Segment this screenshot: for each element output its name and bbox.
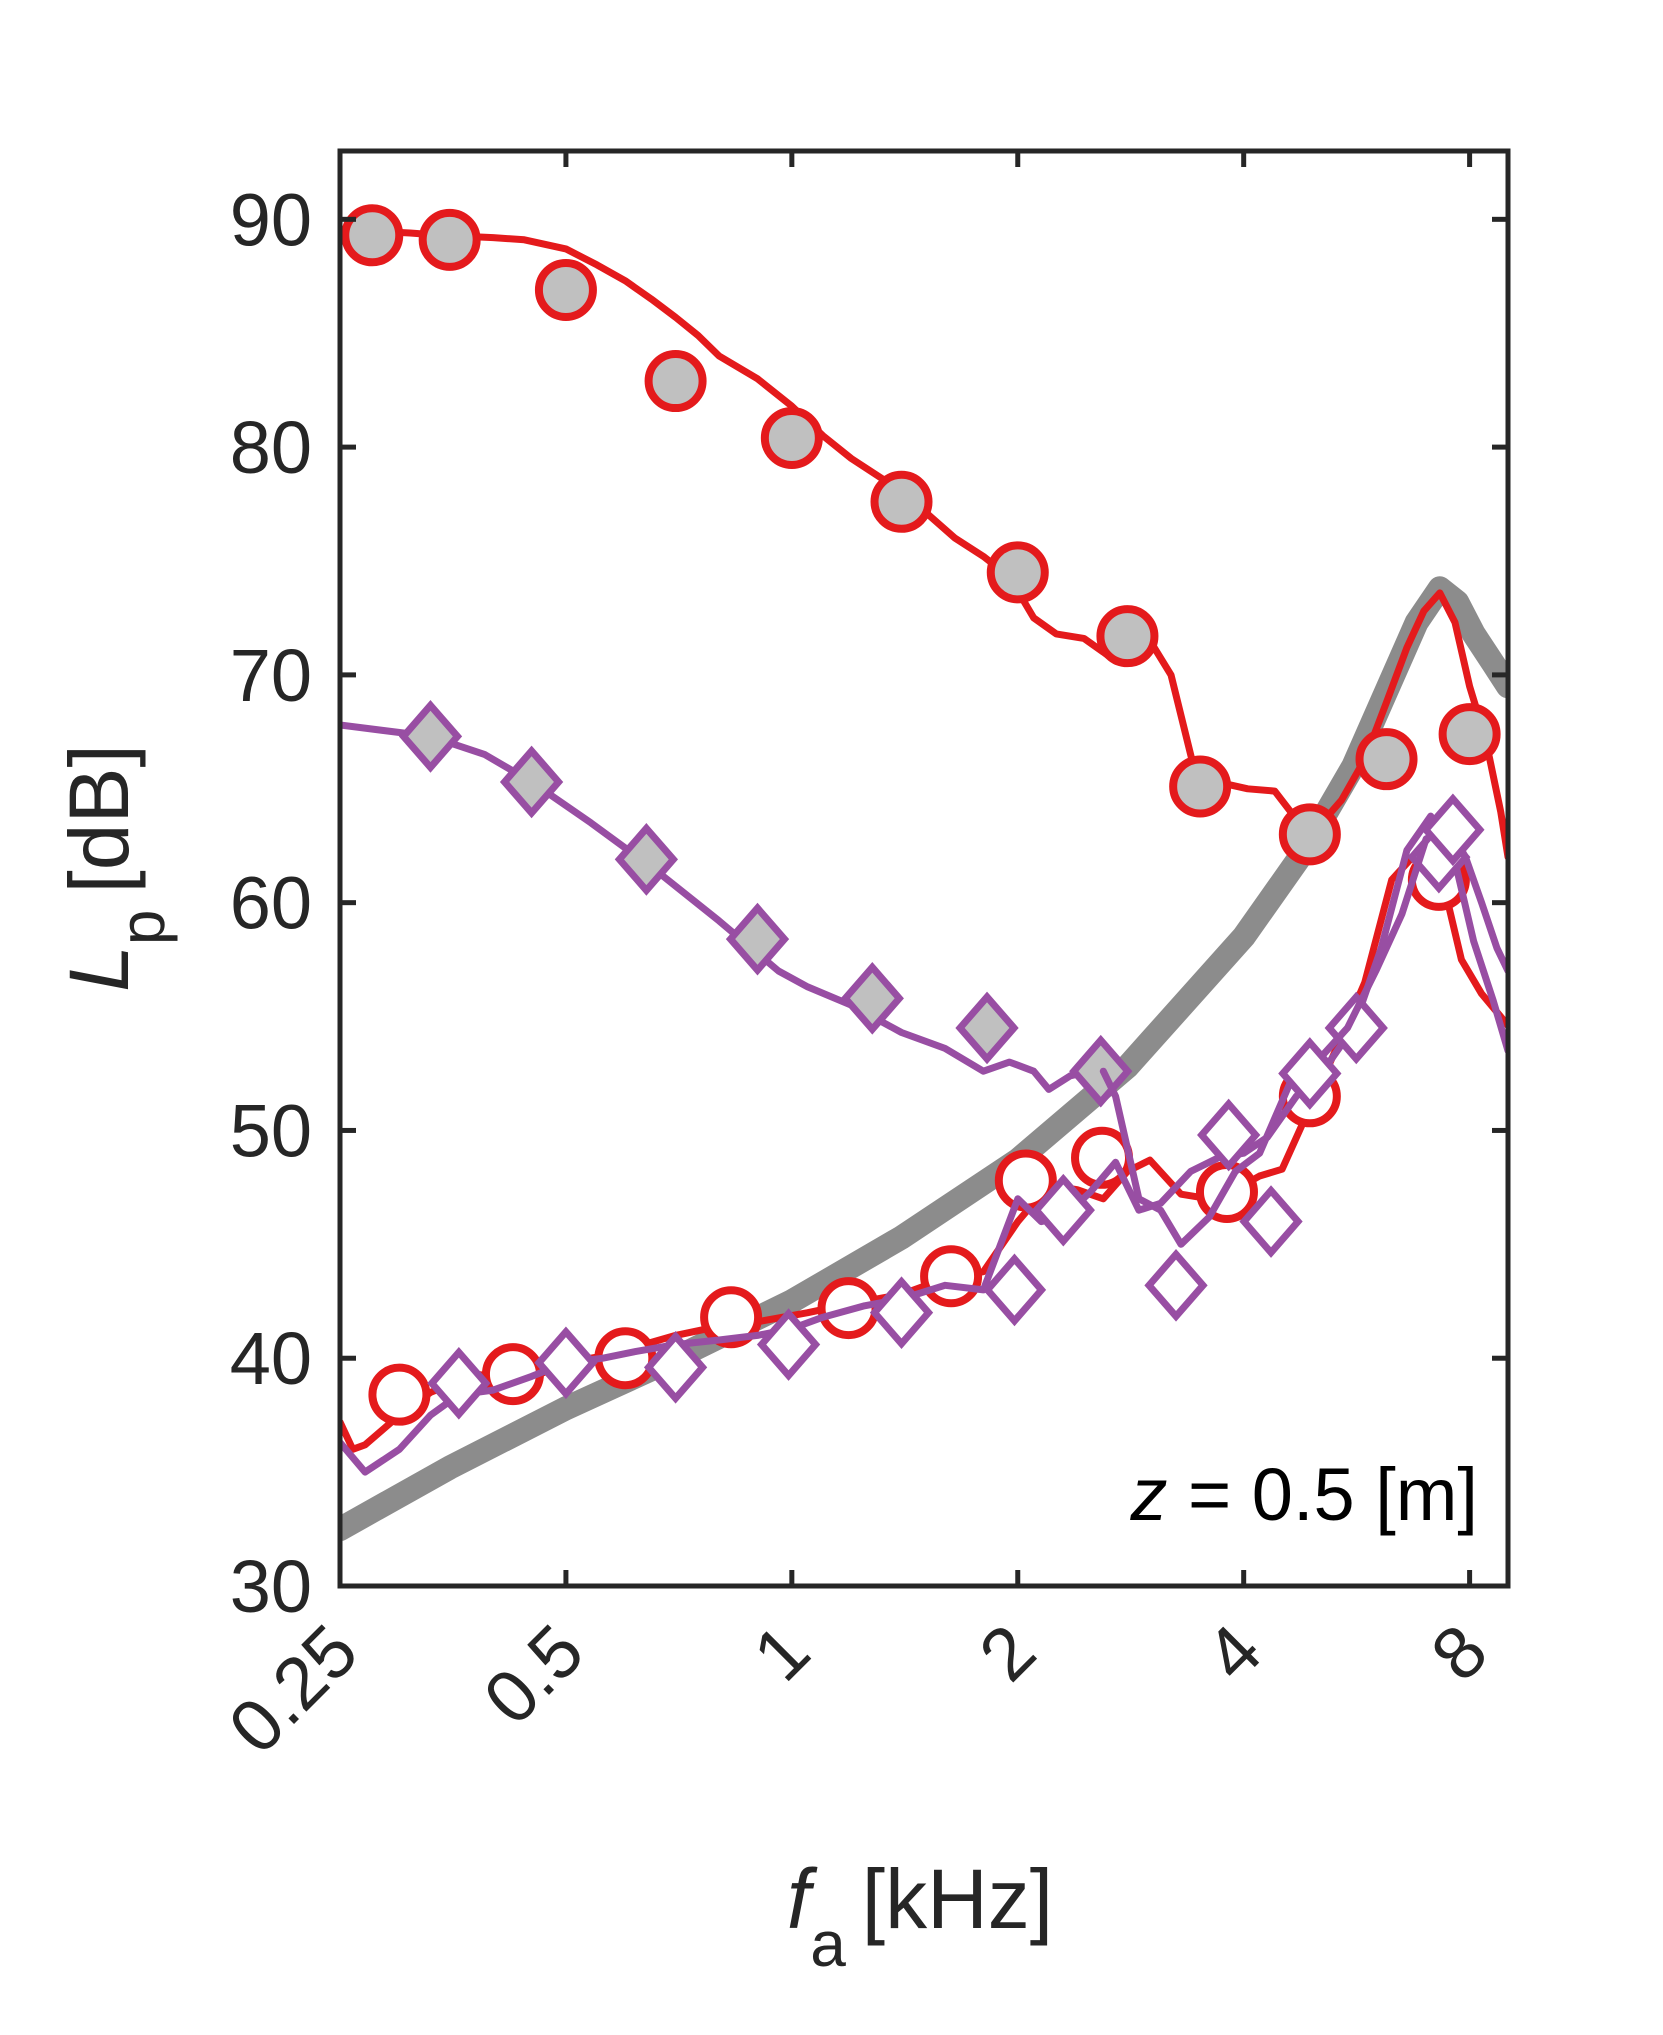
y-tick-label-1: 40 [230, 1317, 312, 1400]
series-1-marker-7 [1096, 605, 1159, 668]
series-2-marker-5 [955, 991, 1019, 1065]
series-2-marker-3 [725, 902, 790, 976]
series-1-marker-9 [1278, 803, 1341, 866]
series-4-marker-6 [1031, 1173, 1095, 1247]
y-axis-label-sub: p [106, 910, 178, 946]
series-1-marker-10 [1355, 728, 1418, 791]
series-5-marker-2 [1421, 793, 1485, 867]
series-1-marker-5 [870, 470, 933, 533]
y-tick-label-6: 90 [230, 178, 312, 261]
series-1-marker-0 [341, 204, 404, 267]
y-axis-label-unit: [dB] [52, 744, 146, 893]
series-2-marker-4 [840, 962, 904, 1035]
series-5 [1099, 793, 1508, 1248]
plot-background [340, 151, 1508, 1586]
series-4-marker-4 [869, 1276, 934, 1349]
series-2-marker-0 [398, 700, 463, 773]
x-tick-label-0: 0.25 [213, 1609, 374, 1770]
series-layer [340, 151, 1508, 1586]
series-4-marker-5 [982, 1253, 1047, 1327]
annotation-z: z = 0.5 [m] [1129, 1453, 1478, 1536]
series-1-marker-11 [1438, 703, 1501, 766]
annotation-text: = 0.5 [m] [1167, 1453, 1478, 1536]
x-axis-label: fa [kHz] [787, 1852, 1053, 1980]
series-2-marker-1 [499, 745, 564, 819]
y-tick-label-4: 70 [230, 634, 312, 717]
series-1-marker-2 [534, 258, 597, 321]
y-axis-label: Lp [dB] [52, 744, 178, 992]
series-1 [340, 204, 1508, 866]
y-tick-label-0: 30 [230, 1545, 312, 1628]
x-tick-label-2: 1 [737, 1609, 825, 1697]
x-tick-label-3: 2 [963, 1609, 1051, 1697]
series-1-marker-1 [418, 208, 481, 271]
series-2-marker-2 [614, 823, 679, 896]
series-4-marker-7 [1144, 1249, 1208, 1322]
series-4-marker-2 [643, 1331, 708, 1404]
series-3-marker-0 [368, 1363, 431, 1426]
x-tick-label-1: 0.5 [468, 1609, 599, 1740]
y-tick-label-3: 60 [230, 862, 312, 945]
x-tick-label-4: 4 [1189, 1609, 1277, 1697]
series-1-marker-3 [644, 350, 707, 413]
plot-frame [337, 148, 1511, 1589]
y-tick-label-5: 80 [230, 406, 312, 489]
series-3-marker-5 [920, 1245, 983, 1308]
y-tick-label-2: 50 [230, 1089, 312, 1172]
x-axis-label-unit: [kHz] [862, 1852, 1053, 1946]
series-4-marker-1 [534, 1326, 598, 1400]
series-5-marker-1 [1278, 1037, 1342, 1110]
series-4-marker-8 [1239, 1185, 1303, 1258]
x-axis-label-sub: a [810, 1908, 846, 1980]
series-4-marker-9 [1324, 991, 1388, 1065]
series-1-marker-8 [1169, 755, 1232, 818]
series-5-marker-0 [1197, 1098, 1261, 1172]
series-4-marker-3 [756, 1308, 821, 1381]
series-1-marker-6 [986, 541, 1049, 604]
annotation-var: z [1129, 1453, 1167, 1536]
series-line-1 [340, 227, 1508, 861]
x-tick-label-5: 8 [1415, 1609, 1503, 1697]
series-4-marker-0 [427, 1346, 491, 1420]
y-axis-label-symbol: L [52, 945, 146, 992]
series-1-marker-4 [760, 407, 823, 469]
series-3-marker-3 [700, 1286, 763, 1349]
